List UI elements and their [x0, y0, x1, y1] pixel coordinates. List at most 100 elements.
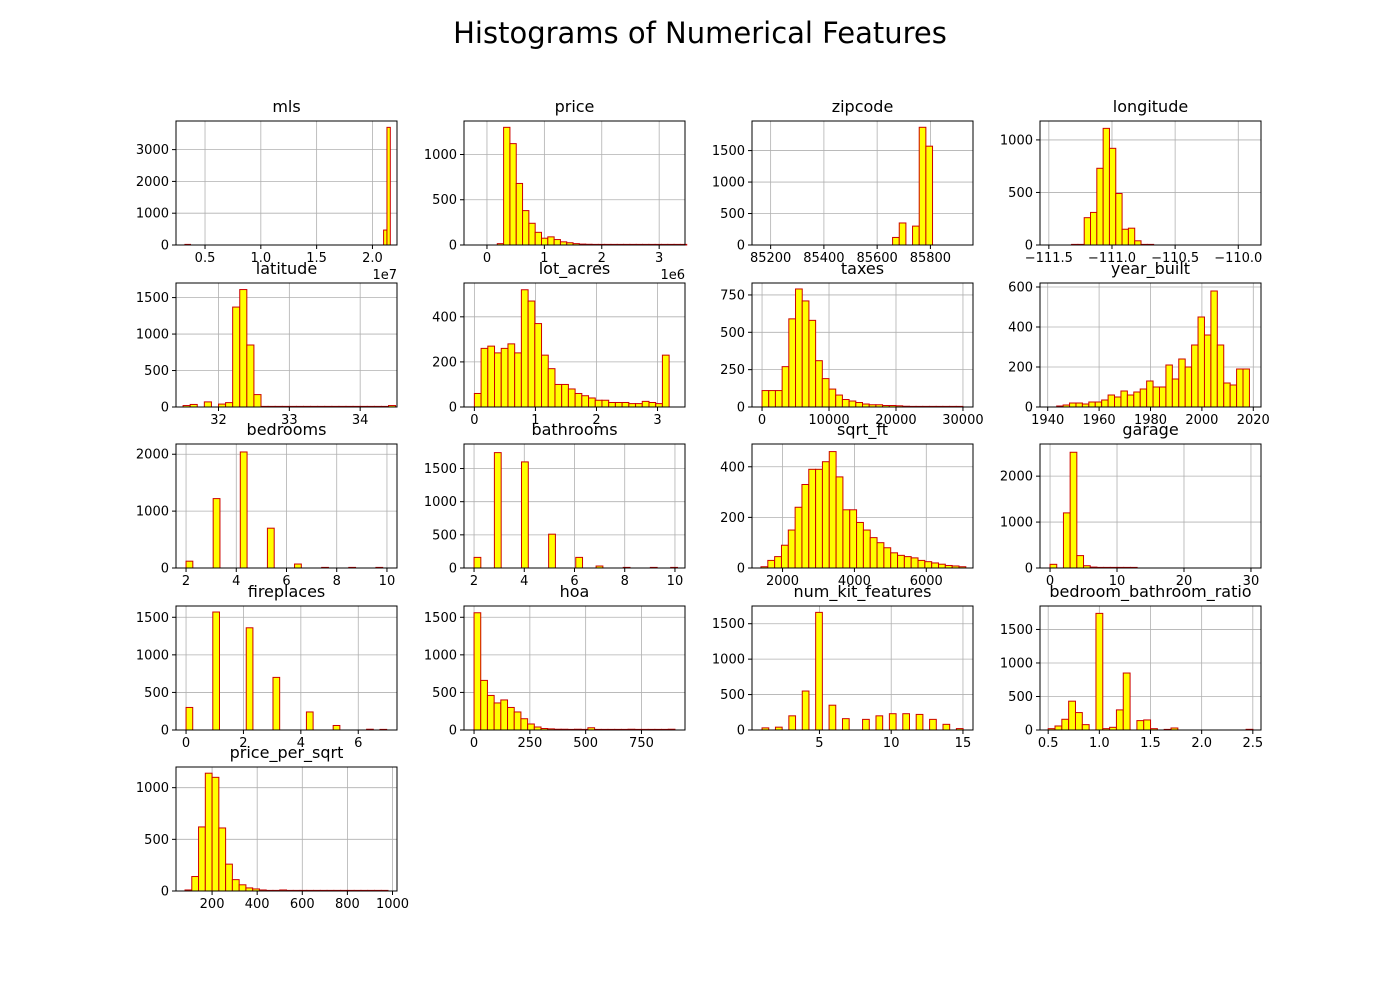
x-tick-label: 0 — [182, 736, 190, 751]
x-tick-label: 500 — [573, 736, 598, 751]
histogram-bar — [1069, 402, 1077, 408]
histogram-bar — [332, 724, 341, 731]
histogram-bar — [1203, 334, 1212, 408]
histogram-bar — [1081, 724, 1090, 731]
x-tick-label: 85400 — [803, 251, 844, 266]
subplot-title: garage — [1122, 420, 1178, 439]
histogram-bar — [780, 544, 789, 569]
x-tick-label: 1.0 — [250, 251, 271, 266]
histogram-bar — [917, 559, 926, 569]
x-tick-label: 2 — [592, 413, 600, 428]
subplot-longitude: −111.5 −111.0 −110.5 −110.0 0 500 1000 longitud… — [1000, 97, 1262, 266]
histogram-bar — [1090, 211, 1098, 246]
x-tick-label: 4000 — [838, 574, 871, 589]
histogram-bar — [869, 537, 878, 569]
y-tick-label: 0 — [1025, 239, 1033, 254]
histogram-bar — [1127, 227, 1136, 246]
histogram-bar — [1242, 368, 1250, 408]
x-tick-label: 0 — [470, 413, 478, 428]
histogram-bar — [841, 718, 850, 731]
histogram-bar — [821, 378, 830, 408]
histogram-bar — [883, 547, 892, 569]
histogram-bar — [575, 556, 584, 569]
x-tick-label: 20 — [1176, 574, 1193, 589]
y-tick-label: 1500 — [424, 611, 457, 626]
subplot-title: bedroom_bathroom_ratio — [1049, 582, 1251, 602]
histogram-bar — [547, 236, 555, 246]
axes-frame — [751, 120, 974, 246]
histogram-bar — [892, 236, 900, 246]
histogram-bar — [493, 452, 502, 569]
x-offset-label: 1e7 — [372, 268, 397, 283]
y-tick-label: 1000 — [1000, 656, 1033, 671]
histogram-bar — [239, 289, 248, 408]
histogram-bar — [848, 400, 857, 408]
y-tick-label: 0 — [1025, 724, 1033, 739]
histogram-bar — [1197, 316, 1205, 408]
histogram-bar — [888, 713, 897, 731]
x-tick-label: 10 — [1109, 574, 1126, 589]
histogram-bar — [794, 506, 803, 569]
histogram-bar — [1115, 193, 1123, 246]
histogram-bar — [473, 392, 482, 408]
y-tick-label: 500 — [432, 686, 457, 701]
histogram-bar — [574, 392, 583, 408]
x-tick-label: 10000 — [808, 413, 849, 428]
histogram-bar — [246, 344, 255, 408]
y-tick-label: 200 — [1008, 361, 1033, 376]
histogram-bar — [1054, 725, 1063, 731]
histogram-bar — [855, 402, 864, 408]
histogram-bar — [1074, 712, 1083, 731]
histogram-bar — [185, 706, 194, 731]
y-tick-label: 500 — [1008, 186, 1033, 201]
histogram-bar — [862, 718, 870, 731]
histogram-bar — [842, 509, 851, 569]
subplot-title: taxes — [841, 259, 884, 278]
y-tick-label: 0 — [1025, 401, 1033, 416]
histogram-bar — [924, 561, 933, 569]
x-tick-label: −110.5 — [1151, 251, 1199, 266]
x-tick-label: 10 — [883, 736, 900, 751]
histogram-bar — [534, 323, 543, 408]
histogram-bar — [788, 715, 797, 731]
x-tick-label: 2000 — [766, 574, 799, 589]
histogram-bar — [383, 229, 388, 246]
histogram-bar — [828, 451, 837, 569]
histogram-bar — [1096, 167, 1104, 246]
histogram-bar — [942, 723, 951, 731]
histogram-bar — [815, 611, 823, 731]
histogram-bar — [540, 237, 549, 246]
histogram-bar — [628, 403, 637, 408]
histogram-bar — [648, 401, 657, 408]
x-tick-label: 30 — [1243, 574, 1260, 589]
histogram-bar — [774, 390, 783, 408]
histogram-bar — [534, 231, 542, 246]
x-tick-label: 750 — [629, 736, 654, 751]
histogram-bar — [473, 556, 482, 569]
histogram-bar — [1108, 147, 1117, 246]
x-tick-label: 0 — [470, 736, 478, 751]
x-offset-label: 1e6 — [660, 268, 685, 283]
subplot-mls: 0.5 1.0 1.5 2.0 0 1000 2000 3000 1e7 mls — [136, 97, 398, 283]
histogram-bar — [500, 347, 509, 408]
x-tick-label: 34 — [352, 413, 369, 428]
histogram-bar — [272, 676, 281, 731]
subplot-fireplaces: 0 2 4 6 0 500 1000 1500 fireplaces — [136, 582, 398, 751]
subplot-sqrt-ft: 2000 4000 6000 0 200 400 sqrt_ft — [720, 420, 974, 589]
axes-frame — [751, 605, 974, 731]
histogram-bar — [500, 699, 509, 731]
y-tick-label: 0 — [1025, 562, 1033, 577]
histogram-bar — [509, 143, 517, 246]
x-tick-label: 6 — [570, 574, 578, 589]
histogram-bar — [211, 776, 220, 892]
histogram-bar — [567, 388, 576, 408]
y-tick-label: 1000 — [136, 207, 169, 222]
y-tick-label: 500 — [1008, 690, 1033, 705]
histogram-bar — [522, 210, 530, 246]
subplot-bedroom-bathroom-ratio: 0.5 1.0 1.5 2.0 2.5 0 500 1000 1500 bedroom_bathr… — [1000, 582, 1263, 751]
x-tick-label: 0.5 — [195, 251, 216, 266]
y-tick-label: 0 — [737, 562, 745, 577]
axes-frame — [751, 443, 974, 569]
y-tick-label: 0 — [449, 562, 457, 577]
x-tick-label: 2 — [182, 574, 190, 589]
